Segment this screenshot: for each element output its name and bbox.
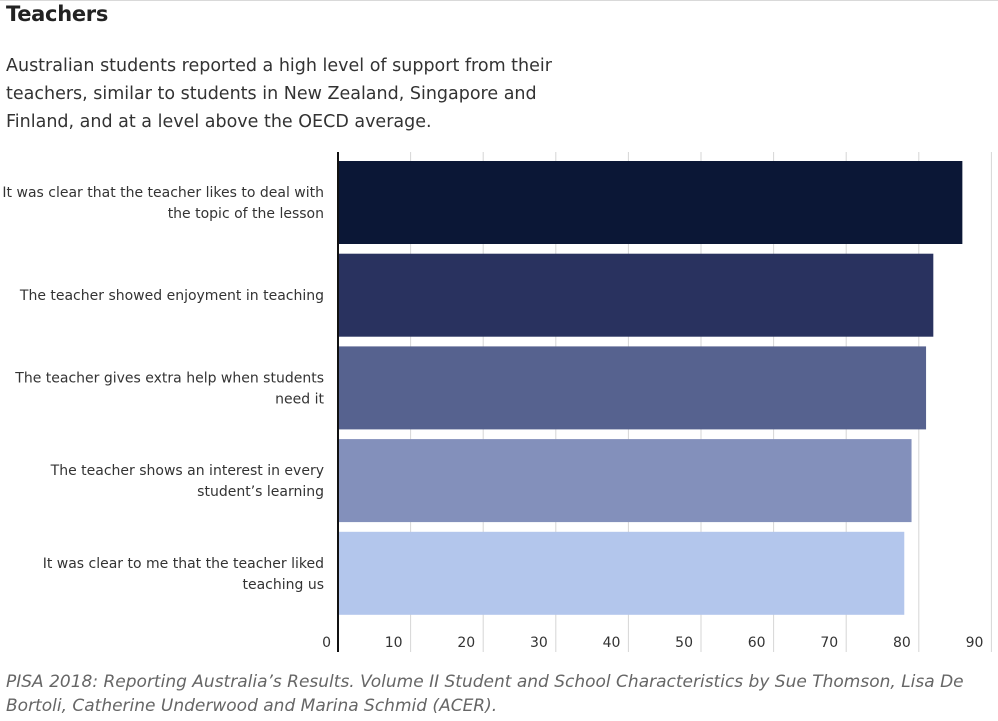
x-tick-label-80: 80 — [893, 635, 911, 651]
category-label-3: The teacher gives extra help when studen… — [14, 370, 324, 407]
category-labels: It was clear that the teacher likes to d… — [2, 185, 324, 593]
x-tick-label-70: 70 — [820, 635, 838, 651]
x-tick-label-0: 0 — [322, 635, 331, 651]
bar-4 — [338, 439, 912, 523]
chart-subtitle: Australian students reported a high leve… — [6, 56, 552, 132]
bar-2 — [338, 253, 934, 337]
top-divider — [0, 0, 998, 1]
x-tick-label-60: 60 — [748, 635, 766, 651]
bars — [338, 161, 963, 615]
category-label-1: It was clear that the teacher likes to d… — [2, 185, 324, 222]
x-tick-label-20: 20 — [457, 635, 475, 651]
bar-5 — [338, 531, 905, 615]
x-tick-label-90: 90 — [966, 635, 984, 651]
source-caption: PISA 2018: Reporting Australia’s Results… — [6, 672, 964, 716]
bar-chart: It was clear that the teacher likes to d… — [2, 152, 992, 652]
x-tick-label-30: 30 — [530, 635, 548, 651]
x-tick-label-40: 40 — [603, 635, 621, 651]
x-tick-label-10: 10 — [385, 635, 403, 651]
category-label-5: It was clear to me that the teacher like… — [43, 556, 324, 593]
bar-3 — [338, 346, 927, 430]
chart-title: Teachers — [6, 2, 109, 26]
axis-tick-labels: 0 10 20 30 40 50 60 70 80 90 — [322, 635, 983, 651]
x-tick-label-50: 50 — [675, 635, 693, 651]
category-label-4: The teacher shows an interest in every st… — [50, 463, 324, 500]
bar-1 — [338, 161, 963, 244]
category-label-2: The teacher showed enjoyment in teaching — [19, 288, 324, 304]
